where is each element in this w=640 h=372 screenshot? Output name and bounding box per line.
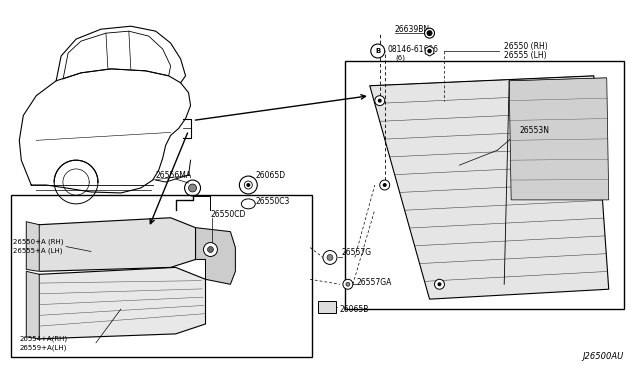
Text: J26500AU: J26500AU bbox=[582, 352, 623, 361]
Bar bbox=[318, 301, 336, 313]
Text: 26555 (LH): 26555 (LH) bbox=[504, 51, 547, 61]
Polygon shape bbox=[370, 76, 609, 299]
Circle shape bbox=[383, 183, 387, 187]
Circle shape bbox=[428, 49, 432, 53]
Polygon shape bbox=[509, 78, 609, 200]
Bar bbox=[12, 195, 312, 357]
Text: 26550CD: 26550CD bbox=[211, 210, 246, 219]
Text: 26559+A(LH): 26559+A(LH) bbox=[19, 344, 67, 351]
Circle shape bbox=[327, 254, 333, 260]
Polygon shape bbox=[39, 267, 205, 339]
Circle shape bbox=[204, 243, 218, 256]
Bar bbox=[345, 61, 623, 309]
Circle shape bbox=[380, 180, 390, 190]
Text: 26065B: 26065B bbox=[340, 305, 369, 314]
Polygon shape bbox=[39, 218, 196, 271]
Circle shape bbox=[375, 96, 385, 106]
Text: 26554+A(RH): 26554+A(RH) bbox=[19, 336, 67, 342]
Text: 26639BN: 26639BN bbox=[395, 25, 430, 34]
Circle shape bbox=[346, 282, 350, 286]
Circle shape bbox=[378, 99, 381, 103]
Text: 26065D: 26065D bbox=[255, 171, 285, 180]
Circle shape bbox=[438, 282, 442, 286]
Text: 26555+A (LH): 26555+A (LH) bbox=[13, 247, 63, 254]
Text: B: B bbox=[375, 48, 380, 54]
Circle shape bbox=[239, 176, 257, 194]
Text: 26557G: 26557G bbox=[342, 248, 372, 257]
Circle shape bbox=[343, 279, 353, 289]
Circle shape bbox=[427, 31, 432, 36]
Text: 26557GA: 26557GA bbox=[357, 278, 392, 287]
Text: 26553N: 26553N bbox=[519, 126, 549, 135]
Text: 26556MA: 26556MA bbox=[156, 171, 192, 180]
Circle shape bbox=[207, 247, 214, 253]
Polygon shape bbox=[425, 46, 434, 56]
Circle shape bbox=[424, 28, 435, 38]
Polygon shape bbox=[196, 228, 236, 284]
Circle shape bbox=[246, 183, 250, 187]
Ellipse shape bbox=[241, 199, 255, 209]
Circle shape bbox=[435, 279, 444, 289]
Text: 26550+A (RH): 26550+A (RH) bbox=[13, 238, 64, 245]
Text: (6): (6) bbox=[396, 55, 406, 61]
Text: 26550 (RH): 26550 (RH) bbox=[504, 42, 548, 51]
Text: 08146-61626: 08146-61626 bbox=[388, 45, 438, 54]
Text: 26550C3: 26550C3 bbox=[255, 198, 290, 206]
Circle shape bbox=[189, 184, 196, 192]
Polygon shape bbox=[26, 271, 39, 339]
Circle shape bbox=[323, 250, 337, 264]
Polygon shape bbox=[26, 222, 39, 271]
Circle shape bbox=[371, 44, 385, 58]
